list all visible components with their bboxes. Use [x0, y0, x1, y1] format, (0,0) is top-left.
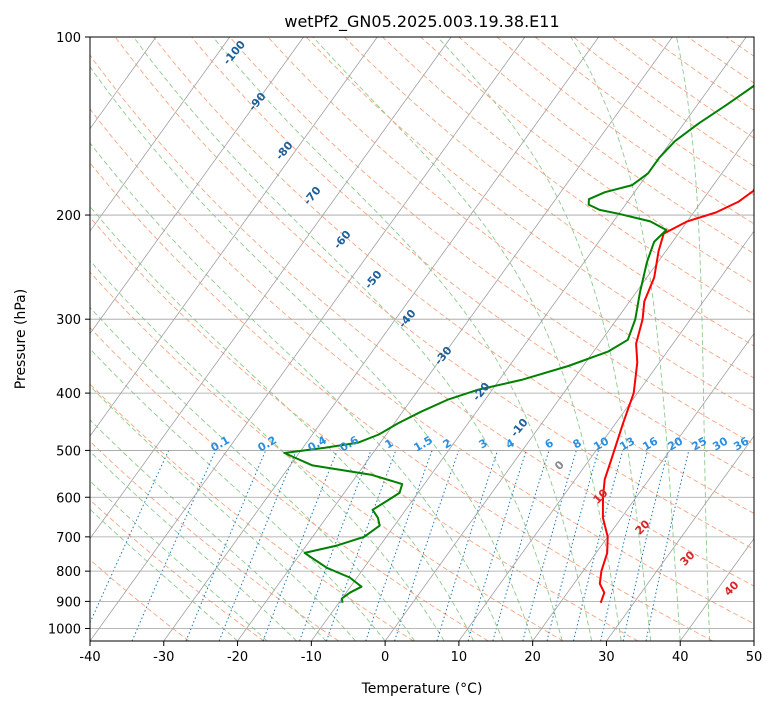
moist-adiabat-line: [133, 37, 563, 641]
plot-frame: [89, 36, 755, 642]
moist-adiabat-line: [570, 37, 681, 641]
dry-adiabat-line: [382, 37, 754, 316]
y-tick-label: 100: [56, 31, 81, 46]
dry-adiabat-line: [90, 108, 754, 625]
dry-adiabat-line: [420, 37, 754, 285]
plot-area: -100-90-80-70-60-50-40-30-20-100.1 0.2 0.4…: [90, 37, 754, 641]
mixing-ratio-line: [185, 450, 267, 641]
moist-adiabat-line: [90, 142, 504, 641]
y-axis-ticks: 1000 900 800 700 600 500 400 300 200 100: [48, 31, 90, 637]
y-tick-label: 200: [56, 209, 81, 224]
isotherm-line: [237, 37, 673, 641]
isotherm-line: [90, 37, 231, 232]
isotherm-line: [532, 332, 754, 641]
moist-adiabat-line: [90, 348, 386, 641]
isotherm-line: [384, 127, 754, 641]
dry-adiabats: [90, 37, 754, 641]
mixing-ratio-line: [522, 450, 577, 641]
moist-adiabat-line: [312, 37, 622, 641]
x-tick-label: 20: [524, 650, 541, 665]
moist-adiabat-line: [90, 419, 327, 641]
mixing-ratio-line: [600, 450, 648, 641]
dry-adiabat-line: [90, 383, 414, 641]
y-tick-label: 500: [56, 444, 81, 459]
x-axis-ticks: -40 -30 -20 -10 0 10 20 30 40 50: [79, 641, 762, 665]
x-axis-label: Temperature (°C): [361, 681, 483, 697]
moist-adiabat-line: [90, 205, 475, 641]
dry-adiabat-line: [90, 54, 754, 587]
x-tick-label: -20: [227, 650, 248, 665]
mixing-ratio-line: [325, 450, 397, 641]
dewpoint-line: [283, 84, 754, 603]
moist-adiabat-line: [212, 37, 593, 641]
mixing-ratio-line: [573, 450, 624, 641]
x-tick-label: 50: [746, 650, 763, 665]
isotherm-line: [679, 537, 754, 641]
isotherm-line: [458, 230, 754, 641]
dry-adiabat-line: [267, 37, 754, 412]
y-tick-label: 900: [56, 595, 81, 610]
chart-title: wetPf2_GN05.2025.003.19.38.E11: [284, 12, 559, 32]
mixing-ratio-line: [218, 450, 297, 641]
isotherm-line: [90, 37, 452, 540]
mixing-ratio-line: [262, 450, 338, 641]
mixing-ratio-lines: [90, 450, 690, 641]
profile-series: [283, 84, 754, 604]
mixing-ratio-line: [546, 450, 599, 641]
isotherm-line: [311, 37, 747, 641]
dry-adiabat-line: [153, 37, 754, 514]
dry-adiabat-line: [90, 327, 489, 641]
dry-adiabat-line: [229, 37, 754, 445]
isotherm-line: [90, 37, 378, 437]
moist-adiabat-line: [437, 37, 652, 641]
dry-adiabat-line: [90, 216, 639, 641]
mixing-ratio-line: [467, 450, 527, 641]
x-tick-label: -30: [153, 650, 174, 665]
isotherm-line: [90, 37, 304, 335]
y-tick-label: 1000: [48, 622, 81, 637]
mixing-ratio-line: [436, 450, 499, 641]
x-tick-label: 10: [451, 650, 468, 665]
y-tick-label: 700: [56, 531, 81, 546]
dry-adiabat-line: [90, 271, 564, 641]
moist-adiabats: [90, 37, 711, 641]
x-tick-label: -40: [79, 650, 100, 665]
y-tick-label: 300: [56, 313, 81, 328]
mixing-ratio-line: [299, 450, 372, 641]
isotherm-line: [90, 37, 526, 641]
moist-adiabat-line: [90, 66, 534, 641]
mixing-ratio-line: [365, 450, 433, 641]
y-tick-label: 800: [56, 565, 81, 580]
x-tick-label: 30: [598, 650, 615, 665]
x-tick-label: -10: [301, 650, 322, 665]
y-axis-label: Pressure (hPa): [13, 289, 29, 389]
y-tick-label: 400: [56, 387, 81, 402]
moist-adiabat-line: [90, 259, 445, 641]
isotherm-line: [163, 37, 599, 641]
temperature-line: [598, 187, 754, 604]
y-tick-label: 600: [56, 491, 81, 506]
dry-adiabat-line: [90, 559, 190, 641]
x-tick-label: 0: [381, 650, 389, 665]
x-tick-label: 40: [672, 650, 689, 665]
moist-adiabat-line: [90, 385, 356, 641]
isotherms: [90, 37, 754, 641]
dry-adiabat-line: [114, 37, 754, 550]
isotherm-line: [606, 435, 754, 641]
